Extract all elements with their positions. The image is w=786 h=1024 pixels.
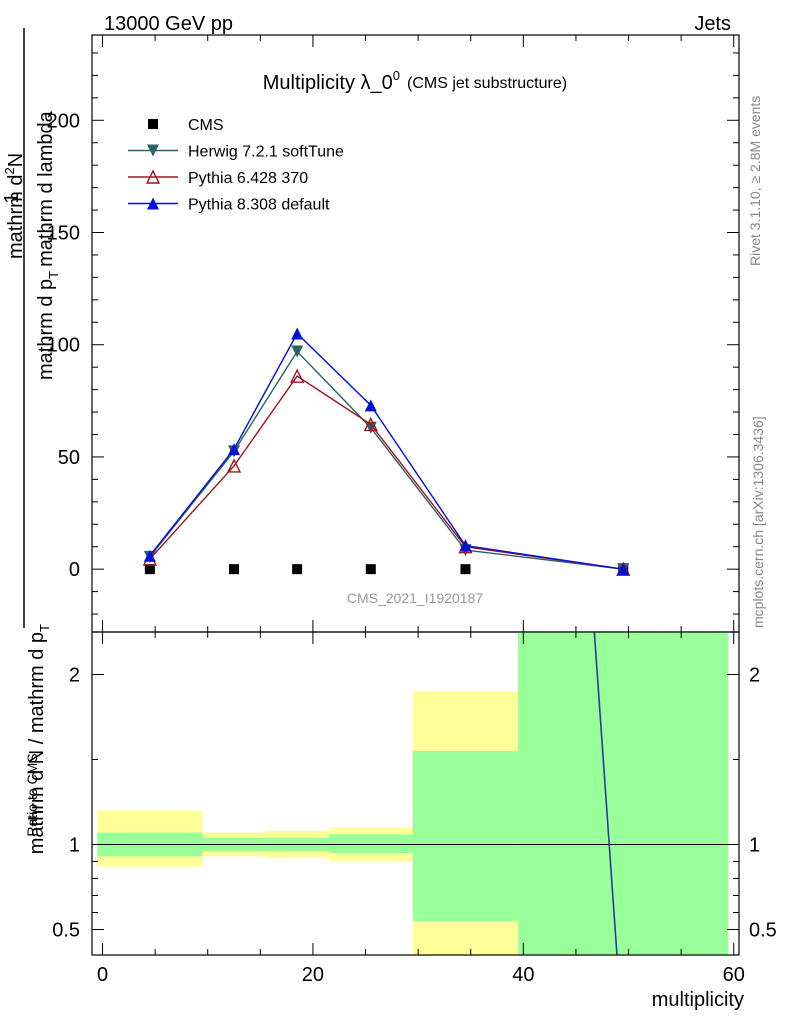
series-3-point-1	[228, 443, 241, 456]
series-1	[143, 345, 630, 576]
ratio-plot-panel: 0 20 40 600.5 0.51 12 2	[52, 631, 777, 986]
x-axis-label: multiplicity	[652, 989, 744, 1011]
series-0-point-2	[292, 564, 303, 575]
legend-label-2: Pythia 6.428 370	[188, 170, 308, 187]
ratio-y-axis-label: Ratio to CMS	[24, 753, 40, 836]
series-line-3	[149, 332, 624, 570]
legend-label-3: Pythia 8.308 default	[188, 197, 330, 214]
ratio-ytick-label-left-1: 1	[69, 835, 80, 857]
chart-subtitle: (CMS jet substructure)	[407, 75, 567, 92]
y-label-denominator-main: mathrm d p	[35, 279, 57, 380]
series-2	[142, 368, 631, 576]
ratio-panel-frame	[91, 631, 740, 956]
ratio-ytick-label-left-2: 2	[69, 665, 80, 687]
y-label-numerator-rest: N	[5, 153, 27, 167]
analysis-watermark: CMS_2021_I1920187	[347, 590, 483, 606]
header-left-label: 13000 GeV pp	[104, 13, 233, 35]
main-ytick-label-3: 150	[47, 223, 80, 245]
legend-label-1: Herwig 7.2.1 softTune	[188, 144, 344, 161]
chart-title: Multiplicity λ_00	[263, 68, 400, 94]
y-label-numerator-base: mathrm d	[5, 175, 27, 259]
y-label-denominator-sub: T	[46, 271, 61, 279]
series-line-2	[149, 375, 624, 570]
ratio-band-inner-5	[518, 632, 729, 955]
ratio-xtick-label-1: 20	[302, 964, 324, 986]
chart-labels: 13000 GeV pp Jets Multiplicity λ_00 (CMS…	[1, 13, 766, 1011]
svg-text:mathrm d pTmathrm d lambda: mathrm d pTmathrm d lambda	[35, 110, 61, 380]
ratio-curve-line	[593, 631, 618, 956]
main-ytick-label-0: 0	[69, 559, 80, 581]
y-label-denominator-rest: mathrm d lambda	[35, 110, 57, 266]
series-0-point-4	[460, 564, 471, 575]
y-label-prefix-main: mathrm d N / mathrm d p	[26, 632, 48, 854]
legend-marker-1	[147, 144, 159, 157]
main-ytick-label-2: 100	[47, 335, 80, 357]
y-label-prefix: 1	[1, 192, 23, 203]
svg-text:1: 1	[1, 192, 23, 203]
rivet-version-label: Rivet 3.1.10, ≥ 2.8M events	[747, 96, 763, 266]
y-label-numerator-sup: 2	[2, 167, 17, 174]
main-ytick-label-4: 200	[47, 110, 80, 132]
mcplots-label: mcplots.cern.ch [arXiv:1306.3436]	[750, 416, 766, 628]
legend-marker-3	[147, 197, 159, 210]
main-ytick-label-1: 50	[58, 447, 80, 469]
ratio-ytick-label-right-2: 2	[749, 665, 760, 687]
series-2-point-2	[290, 368, 305, 383]
chart-title-main: Multiplicity λ_0	[263, 72, 393, 94]
series-3-point-5	[617, 563, 630, 576]
series-3-point-0	[143, 549, 156, 562]
series-line-1	[149, 350, 624, 570]
series-2-point-3	[363, 416, 378, 432]
main-plot-panel: 0 50 100 150 200	[47, 34, 740, 633]
legend-marker-2	[145, 169, 161, 184]
svg-text:mathrm d N / mathrm d pT: mathrm d N / mathrm d pT	[26, 624, 52, 854]
series-2-point-1	[226, 458, 242, 473]
series-0-point-1	[229, 564, 240, 575]
y-axis-label: 1 mathrm d N / mathrm d pT mathrm d2N ma…	[1, 28, 61, 854]
series-3-point-2	[291, 327, 304, 340]
legend: CMS Herwig 7.2.1 softTune Pythia 6.428 370…	[128, 117, 344, 214]
series-0-point-3	[365, 564, 376, 575]
series-3-point-3	[364, 399, 377, 412]
series-0	[144, 564, 629, 575]
ratio-xtick-label-2: 40	[512, 964, 534, 986]
ratio-band-inner-4	[412, 751, 519, 921]
ratio-ytick-label-right-0: 0.5	[749, 920, 777, 942]
ratio-ytick-label-right-1: 1	[749, 835, 760, 857]
header-right-label: Jets	[694, 13, 731, 35]
ratio-xtick-label-3: 60	[723, 964, 745, 986]
series-3	[143, 327, 630, 576]
ratio-ytick-label-left-0: 0.5	[52, 920, 80, 942]
chart-title-superscript: 0	[393, 68, 400, 83]
legend-marker-0	[148, 119, 158, 129]
legend-label-0: CMS	[188, 117, 224, 134]
series-1-point-2	[291, 345, 304, 358]
series-3-point-4	[459, 539, 472, 552]
ratio-band-inner-3	[328, 834, 413, 853]
y-label-prefix-sub: T	[37, 624, 52, 632]
svg-text:mathrm d2N: mathrm d2N	[2, 153, 27, 259]
ratio-xtick-label-0: 0	[97, 964, 108, 986]
series-0-point-0	[144, 564, 155, 575]
